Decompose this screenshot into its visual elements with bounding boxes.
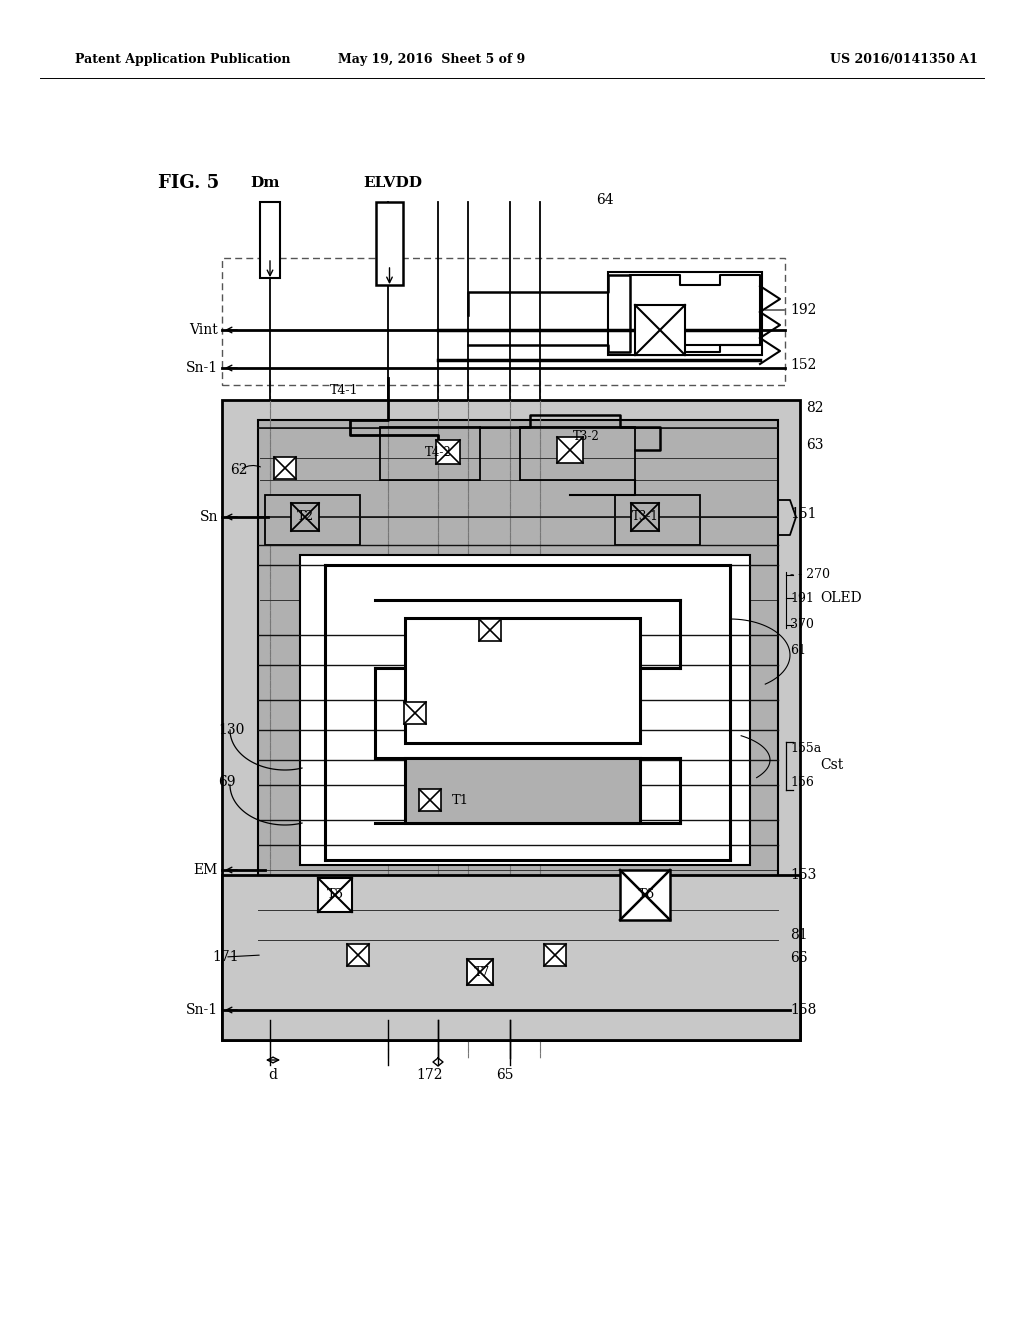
Text: T3-2: T3-2: [573, 429, 600, 442]
Text: T4-1: T4-1: [330, 384, 358, 396]
Bar: [404, 702, 426, 723]
Text: 82: 82: [806, 401, 823, 414]
Text: 63: 63: [806, 438, 823, 451]
Bar: [620, 870, 670, 920]
Text: US 2016/0141350 A1: US 2016/0141350 A1: [830, 54, 978, 66]
Bar: [376, 202, 403, 285]
Bar: [222, 257, 785, 385]
Text: 152: 152: [790, 358, 816, 372]
Text: 191: 191: [790, 591, 814, 605]
Text: Cst: Cst: [820, 758, 843, 772]
Bar: [544, 944, 566, 966]
Text: d: d: [268, 1068, 278, 1082]
Text: 130: 130: [218, 723, 245, 737]
Text: 151: 151: [790, 507, 816, 521]
Text: 156: 156: [790, 776, 814, 789]
Text: 69: 69: [218, 775, 236, 789]
Text: T4-2: T4-2: [425, 446, 452, 458]
Bar: [265, 495, 360, 545]
Text: Sn-1: Sn-1: [186, 1003, 218, 1016]
Text: T1: T1: [452, 793, 469, 807]
Text: 61: 61: [790, 644, 806, 656]
Bar: [222, 400, 800, 1040]
Bar: [318, 878, 352, 912]
Text: Sn-1: Sn-1: [186, 360, 218, 375]
Text: Sn: Sn: [200, 510, 218, 524]
Bar: [520, 426, 635, 480]
Text: EM: EM: [194, 863, 218, 876]
Bar: [419, 789, 441, 810]
Text: 64: 64: [596, 193, 613, 207]
Text: T2: T2: [296, 511, 313, 524]
Bar: [557, 437, 583, 463]
Text: ELVDD: ELVDD: [362, 176, 422, 190]
Text: 153: 153: [790, 869, 816, 882]
Bar: [347, 944, 369, 966]
Text: 155a: 155a: [790, 742, 821, 755]
Text: FIG. 5: FIG. 5: [158, 174, 219, 191]
Bar: [635, 305, 685, 355]
Bar: [222, 875, 800, 1040]
Bar: [274, 457, 296, 479]
Text: 172: 172: [417, 1068, 443, 1082]
Bar: [608, 272, 762, 355]
Text: 370: 370: [790, 619, 814, 631]
Bar: [615, 495, 700, 545]
Text: T3-1: T3-1: [632, 511, 658, 524]
Bar: [631, 503, 659, 531]
Bar: [406, 758, 640, 822]
Bar: [436, 440, 460, 465]
Text: Vint: Vint: [189, 323, 218, 337]
Bar: [380, 426, 480, 480]
Text: T5: T5: [327, 888, 344, 902]
Text: Dm: Dm: [250, 176, 280, 190]
Text: 81: 81: [790, 928, 808, 942]
Text: 62: 62: [230, 463, 248, 477]
Text: Patent Application Publication: Patent Application Publication: [75, 54, 291, 66]
Bar: [258, 420, 778, 1020]
Text: T6: T6: [638, 888, 655, 902]
Text: - - 270: - - 270: [790, 569, 830, 582]
Text: May 19, 2016  Sheet 5 of 9: May 19, 2016 Sheet 5 of 9: [338, 54, 525, 66]
Bar: [260, 202, 280, 279]
Text: 171: 171: [212, 950, 239, 964]
Text: 158: 158: [790, 1003, 816, 1016]
Text: 192: 192: [765, 304, 816, 317]
Text: 65: 65: [497, 1068, 514, 1082]
Bar: [479, 619, 501, 642]
Text: 66: 66: [790, 950, 808, 965]
Bar: [291, 503, 319, 531]
Text: OLED: OLED: [820, 591, 861, 605]
Text: T7: T7: [474, 965, 490, 978]
Bar: [406, 618, 640, 743]
Bar: [300, 554, 750, 865]
Bar: [467, 960, 493, 985]
